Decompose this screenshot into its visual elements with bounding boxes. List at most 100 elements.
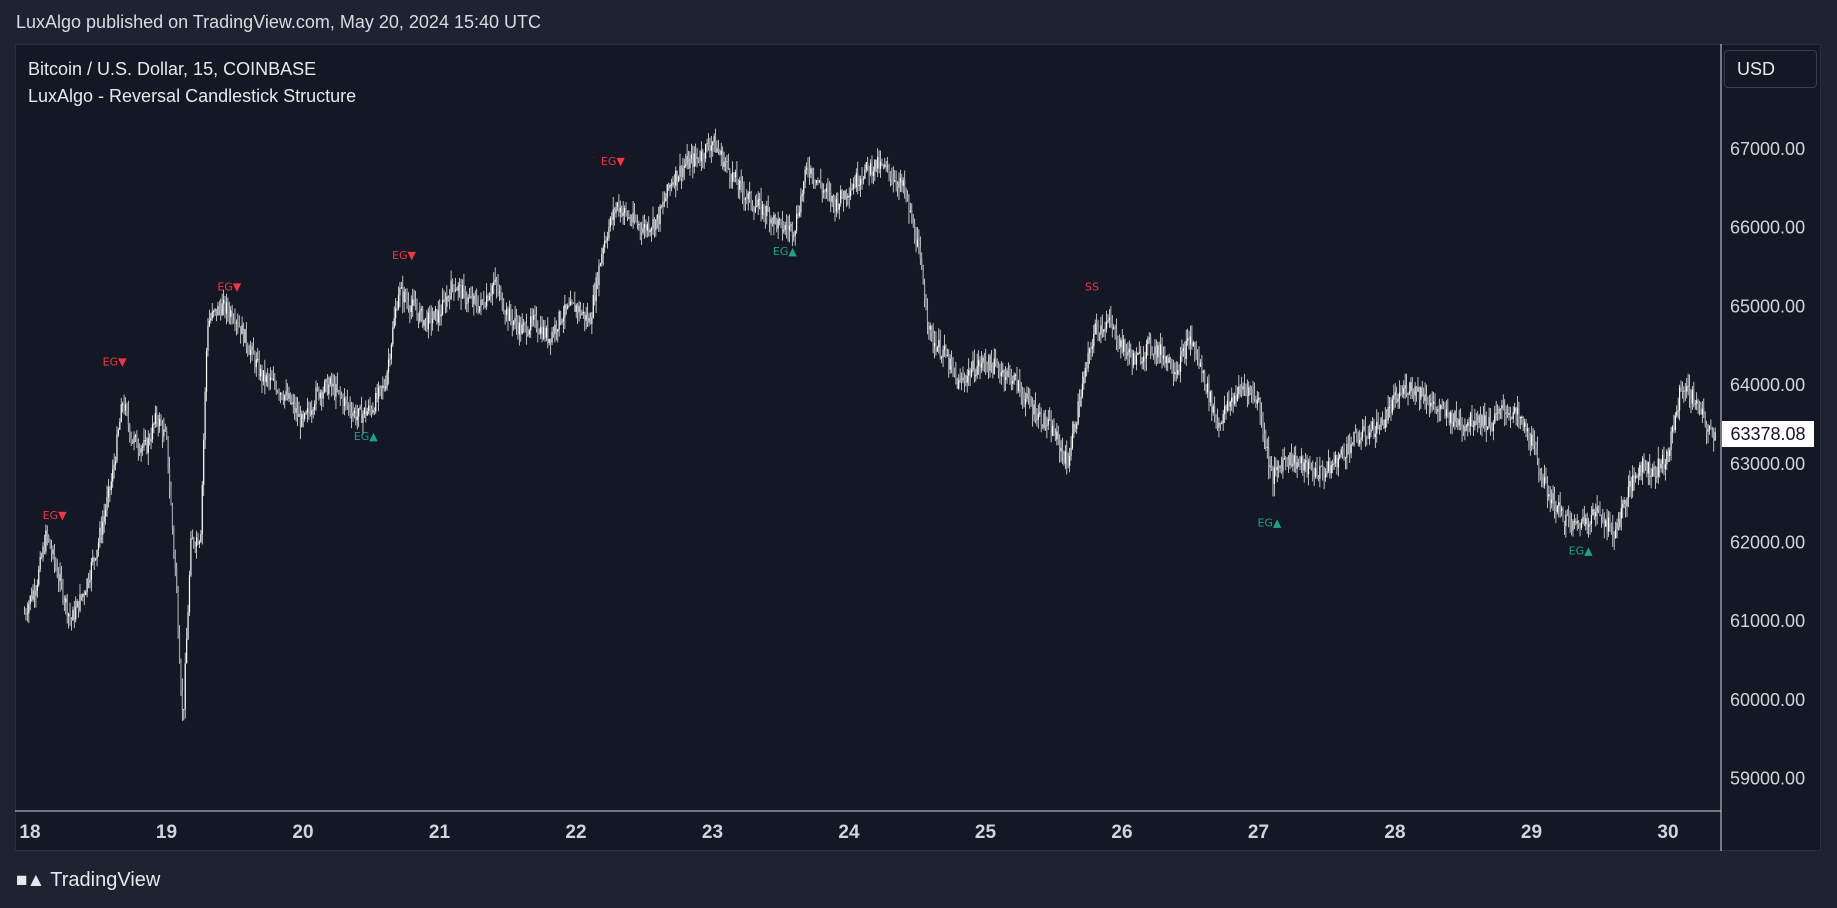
candle-body (761, 204, 764, 215)
tradingview-brand[interactable]: ■▲ TradingView (16, 869, 160, 892)
candle-body (1573, 520, 1575, 522)
candle-body (1477, 422, 1479, 424)
candle-body (134, 435, 137, 437)
candle-body (1236, 394, 1238, 401)
candle-body (818, 180, 820, 182)
candle-body (1107, 320, 1109, 323)
candle-body (734, 172, 737, 178)
candle-body (437, 310, 439, 323)
candle-body (1462, 429, 1465, 432)
candle-body (1130, 348, 1132, 356)
candle-body (259, 368, 262, 377)
candle-body (544, 327, 546, 338)
candle-body (457, 285, 459, 291)
candle-body (1451, 412, 1453, 426)
candle-body (807, 167, 809, 169)
candle-body (1027, 393, 1029, 398)
candle-body (1468, 422, 1470, 427)
candle-body (1548, 494, 1550, 497)
candle-body (865, 162, 867, 170)
candle-body (1545, 476, 1547, 483)
candle-body (599, 263, 601, 266)
candle-body (1660, 463, 1662, 469)
candle-body (289, 393, 292, 403)
chart-pane[interactable] (15, 44, 1821, 851)
candle-body (565, 304, 567, 309)
candle-body (764, 213, 766, 217)
candle-body (1647, 462, 1649, 474)
candle-body (228, 311, 230, 317)
candle-body (1551, 499, 1553, 504)
x-tick-label: 30 (1657, 822, 1678, 843)
candle-body (1218, 422, 1220, 428)
candle-body (1686, 386, 1688, 392)
candle-body (1260, 413, 1263, 417)
candle-body (909, 210, 911, 212)
candle-body (358, 408, 360, 417)
candle-body (958, 380, 960, 389)
candle-body (1332, 464, 1334, 466)
candle-body (1125, 348, 1128, 356)
candle-body (875, 159, 877, 169)
candle-body (1664, 464, 1666, 469)
candle-body (666, 184, 668, 198)
candle-body (203, 439, 205, 485)
candle-body (896, 184, 899, 188)
candle-body (258, 359, 260, 377)
candle-body (151, 424, 154, 440)
candle-body (1417, 386, 1419, 392)
candle-body (530, 316, 532, 331)
candle-body (491, 285, 493, 294)
candle-body (685, 164, 687, 166)
candle-body (483, 301, 485, 307)
candle-body (716, 148, 718, 153)
candle-body (45, 530, 47, 552)
candle-body (1706, 424, 1708, 432)
candle-body (962, 377, 964, 381)
candle-body (87, 578, 90, 583)
candle-body (139, 450, 141, 453)
candle-body (1057, 431, 1059, 438)
candle-body (535, 314, 538, 330)
candle-body (676, 170, 678, 182)
candle-body (515, 317, 518, 325)
candle-body (1588, 525, 1590, 527)
candle-body (1162, 355, 1165, 359)
candle-body (1351, 444, 1354, 446)
candle-body (531, 316, 533, 320)
candle-body (417, 312, 419, 321)
candle-body (1017, 380, 1020, 391)
candle-body (554, 324, 556, 335)
candle-body (167, 436, 169, 470)
candle-body (1376, 421, 1378, 434)
candle-body (210, 318, 212, 321)
candle-body (763, 204, 765, 214)
candle-body (1578, 521, 1580, 526)
y-tick-label: 59000.00 (1730, 769, 1805, 789)
candle-body (1340, 449, 1342, 455)
candle-body (1005, 376, 1007, 381)
candle-body (176, 568, 178, 593)
candle-body (1373, 421, 1375, 437)
candle-body (990, 355, 993, 365)
candle-body (41, 556, 43, 558)
candle-body (311, 410, 313, 415)
candle-body (1713, 437, 1715, 441)
candle-body (1361, 429, 1364, 438)
candle-body (1622, 503, 1624, 508)
candle-body (1243, 386, 1246, 388)
candle-body (339, 390, 341, 396)
candle-body (919, 246, 921, 259)
candle-body (447, 296, 449, 298)
currency-button[interactable]: USD (1724, 50, 1817, 88)
candle-body (1022, 392, 1024, 400)
candle-body (1268, 446, 1270, 468)
candle-body (528, 330, 530, 335)
candle-body (305, 412, 307, 414)
candle-body (50, 548, 53, 555)
candle-body (588, 318, 590, 323)
candle-body (164, 429, 166, 431)
candle-body (1661, 454, 1664, 464)
signal-label: EG▲ (1569, 544, 1593, 557)
